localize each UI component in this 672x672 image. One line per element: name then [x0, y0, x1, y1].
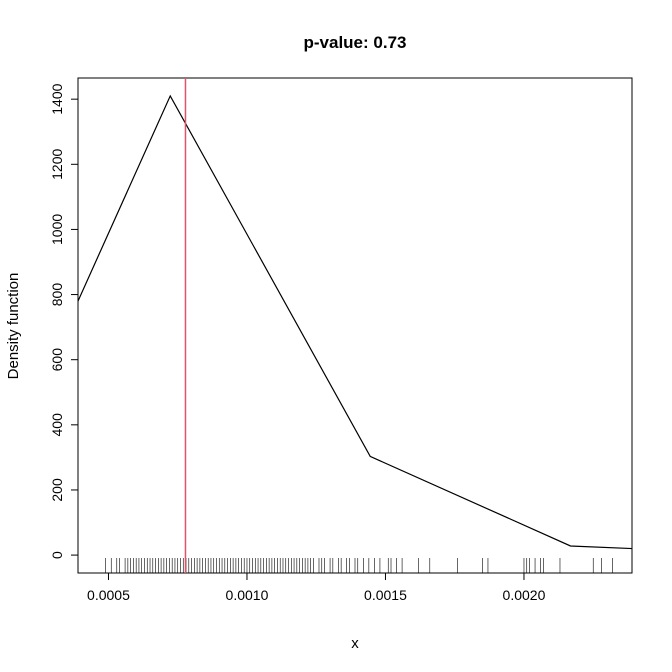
chart-title: p-value: 0.73	[304, 33, 407, 52]
x-axis: 0.0005 0.0010 0.0015 0.0020	[87, 572, 546, 603]
y-tick-label: 600	[49, 348, 65, 372]
x-tick-label: 0.0005	[87, 587, 130, 603]
rug-marks	[105, 558, 613, 573]
y-tick-label: 400	[49, 413, 65, 437]
y-tick-label: 1400	[49, 83, 65, 114]
series-group	[77, 94, 633, 550]
density-curve	[77, 94, 633, 550]
x-tick-label: 0.0010	[226, 587, 269, 603]
y-axis: 0 200 400 600 800 1000 1200 1400	[49, 83, 79, 559]
plot-frame	[77, 77, 633, 574]
y-tick-label: 800	[49, 283, 65, 307]
y-tick-label: 1200	[49, 149, 65, 180]
y-axis-label: Density function	[5, 273, 22, 380]
x-axis-label: x	[351, 635, 359, 652]
x-tick-label: 0.0015	[364, 587, 407, 603]
y-tick-label: 1000	[49, 214, 65, 245]
y-tick-label: 200	[49, 478, 65, 502]
x-tick-label: 0.0020	[503, 587, 546, 603]
y-tick-label: 0	[49, 551, 65, 559]
